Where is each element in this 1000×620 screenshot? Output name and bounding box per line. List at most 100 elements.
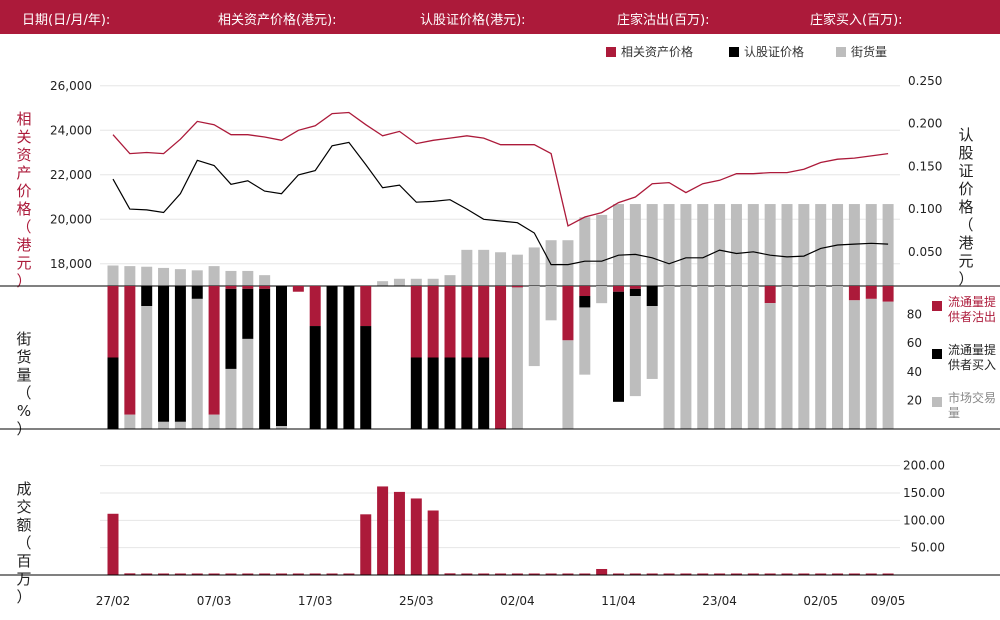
outstanding-bar (882, 204, 894, 286)
bought-bar (158, 286, 170, 422)
outstanding-bar (174, 269, 186, 286)
market-bar (663, 286, 675, 429)
legend-bought-swatch (932, 349, 942, 359)
outstanding-bar (629, 204, 641, 286)
market-bar (882, 301, 894, 429)
axis-title-char: 产 (16, 164, 32, 182)
outstanding-bar (208, 266, 220, 286)
turnover-bar (613, 573, 624, 575)
legend-outstanding: 街货量 (836, 43, 887, 60)
bought-bar (410, 357, 422, 429)
turnover-tick-label: 200.00 (903, 459, 945, 473)
market-bar (124, 414, 136, 429)
turnover-bar (191, 573, 203, 575)
outstanding-axis-title: 街货量（%） (14, 330, 34, 438)
market-bar (832, 286, 844, 429)
turnover-tick-label: 150.00 (903, 486, 945, 500)
sold-bar (882, 286, 894, 302)
x-tick-label: 02/05 (803, 594, 838, 608)
legend-market-swatch (932, 397, 942, 407)
market-bar (276, 426, 287, 429)
turnover-bar (292, 573, 304, 575)
sold-bar (259, 286, 271, 289)
bought-bar (141, 286, 153, 307)
turnover-bar (107, 513, 119, 575)
legend-underlying-swatch (606, 47, 616, 57)
legend-underlying-label: 相关资产价格 (621, 45, 694, 59)
turnover-bar (680, 573, 692, 575)
turnover-bar (629, 573, 641, 575)
bought-bar (646, 286, 658, 307)
turnover-bar (579, 573, 591, 575)
axis-title-char: % (16, 402, 32, 420)
market-bar (680, 286, 692, 429)
market-bar (596, 286, 608, 304)
bought-bar (579, 296, 591, 308)
market-bar (141, 306, 153, 429)
sold-bar (107, 286, 119, 358)
axis-title-char: 价 (958, 180, 974, 198)
turnover-bar (798, 573, 810, 575)
market-bar (242, 338, 254, 429)
legend-bought-label: 流通量提供者买入 (948, 343, 997, 372)
axis-title-char: 格 (16, 200, 32, 218)
outstanding-bar (478, 249, 490, 286)
turnover-bar (596, 568, 608, 575)
legend-outstanding-swatch (836, 47, 846, 57)
bought-bar (242, 288, 254, 339)
sold-bar (124, 286, 136, 415)
market-bar (562, 340, 574, 429)
turnover-bar (714, 573, 726, 575)
axis-title-char: 街 (16, 330, 32, 348)
axis-title-char: 关 (16, 128, 32, 146)
turnover-bar (393, 491, 405, 575)
turnover-bar (764, 573, 776, 575)
sold-bar (410, 286, 422, 358)
bought-bar (326, 286, 338, 429)
market-bar (511, 287, 523, 429)
outstanding-bar (697, 204, 709, 286)
bought-bar (276, 286, 287, 427)
turnover-bar (478, 573, 490, 575)
volume-tick-label: 80 (907, 308, 922, 322)
sold-bar (292, 286, 304, 292)
x-tick-label: 27/02 (96, 594, 131, 608)
outstanding-bar (377, 281, 389, 286)
legend-outstanding-label: 街货量 (851, 45, 888, 59)
bought-bar (309, 326, 321, 429)
legend-warrant: 认股证价格 (729, 43, 804, 60)
volume-tick-label: 60 (907, 336, 922, 350)
outstanding-bar (848, 204, 860, 286)
axis-title-char: 认 (958, 126, 974, 144)
turnover-bar (730, 573, 742, 575)
legend-sold-swatch (932, 301, 942, 311)
axis-title-char: 格 (958, 198, 974, 216)
axis-title-char: 量 (16, 366, 32, 384)
outstanding-bar (225, 270, 237, 286)
outstanding-bar (680, 204, 692, 286)
market-bar (191, 298, 203, 429)
turnover-bar (663, 573, 675, 575)
market-bar (158, 421, 170, 429)
outstanding-bar (747, 204, 759, 286)
outstanding-bar (410, 278, 422, 286)
axis-title-char: 证 (958, 162, 974, 180)
x-tick-label: 25/03 (399, 594, 434, 608)
right-price-tick-label: 0.200 (908, 117, 942, 131)
sold-bar (562, 286, 574, 341)
turnover-bar (747, 573, 759, 575)
sold-bar (225, 286, 237, 289)
turnover-bar (815, 573, 827, 575)
axis-title-char: 资 (16, 146, 32, 164)
turnover-bar (360, 514, 372, 575)
right-price-tick-label: 0.250 (908, 74, 942, 88)
x-tick-label: 09/05 (871, 594, 906, 608)
turnover-tick-label: 50.00 (911, 541, 945, 555)
outstanding-bar (107, 265, 119, 286)
axis-title-char: 货 (16, 348, 32, 366)
bought-bar (613, 291, 624, 402)
market-bar (579, 307, 591, 375)
outstanding-bar (815, 204, 827, 286)
outstanding-bar (646, 204, 658, 286)
outstanding-bar (663, 204, 675, 286)
